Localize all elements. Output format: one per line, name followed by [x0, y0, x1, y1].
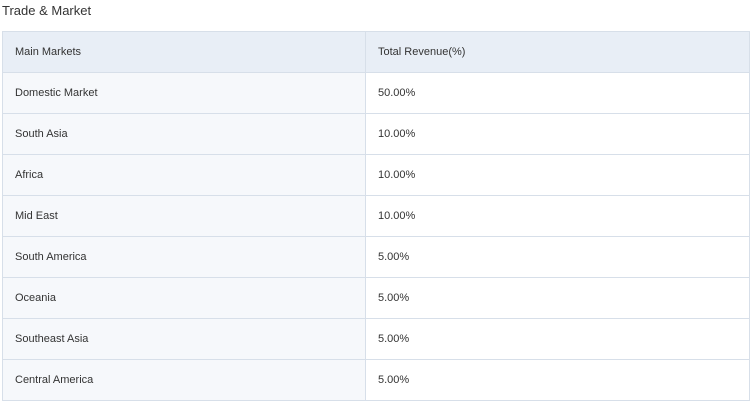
- table-row: South America 5.00%: [2, 236, 750, 278]
- market-cell: Domestic Market: [2, 72, 366, 114]
- market-cell: South America: [2, 236, 366, 278]
- market-cell: Africa: [2, 154, 366, 196]
- table-row: South Asia 10.00%: [2, 113, 750, 155]
- revenue-cell: 10.00%: [365, 195, 750, 237]
- table-row: Southeast Asia 5.00%: [2, 318, 750, 360]
- markets-table: Main Markets Total Revenue(%) Domestic M…: [2, 31, 750, 401]
- header-main-markets: Main Markets: [2, 31, 366, 73]
- table-header-row: Main Markets Total Revenue(%): [2, 31, 750, 73]
- table-row: Mid East 10.00%: [2, 195, 750, 237]
- revenue-cell: 5.00%: [365, 236, 750, 278]
- revenue-cell: 5.00%: [365, 318, 750, 360]
- market-cell: South Asia: [2, 113, 366, 155]
- table-row: Central America 5.00%: [2, 359, 750, 401]
- market-cell: Central America: [2, 359, 366, 401]
- revenue-cell: 50.00%: [365, 72, 750, 114]
- header-total-revenue: Total Revenue(%): [365, 31, 750, 73]
- section-title: Trade & Market: [2, 3, 92, 18]
- revenue-cell: 10.00%: [365, 154, 750, 196]
- market-cell: Oceania: [2, 277, 366, 319]
- market-cell: Southeast Asia: [2, 318, 366, 360]
- table-row: Oceania 5.00%: [2, 277, 750, 319]
- market-cell: Mid East: [2, 195, 366, 237]
- table-row: Africa 10.00%: [2, 154, 750, 196]
- revenue-cell: 5.00%: [365, 359, 750, 401]
- revenue-cell: 5.00%: [365, 277, 750, 319]
- revenue-cell: 10.00%: [365, 113, 750, 155]
- table-row: Domestic Market 50.00%: [2, 72, 750, 114]
